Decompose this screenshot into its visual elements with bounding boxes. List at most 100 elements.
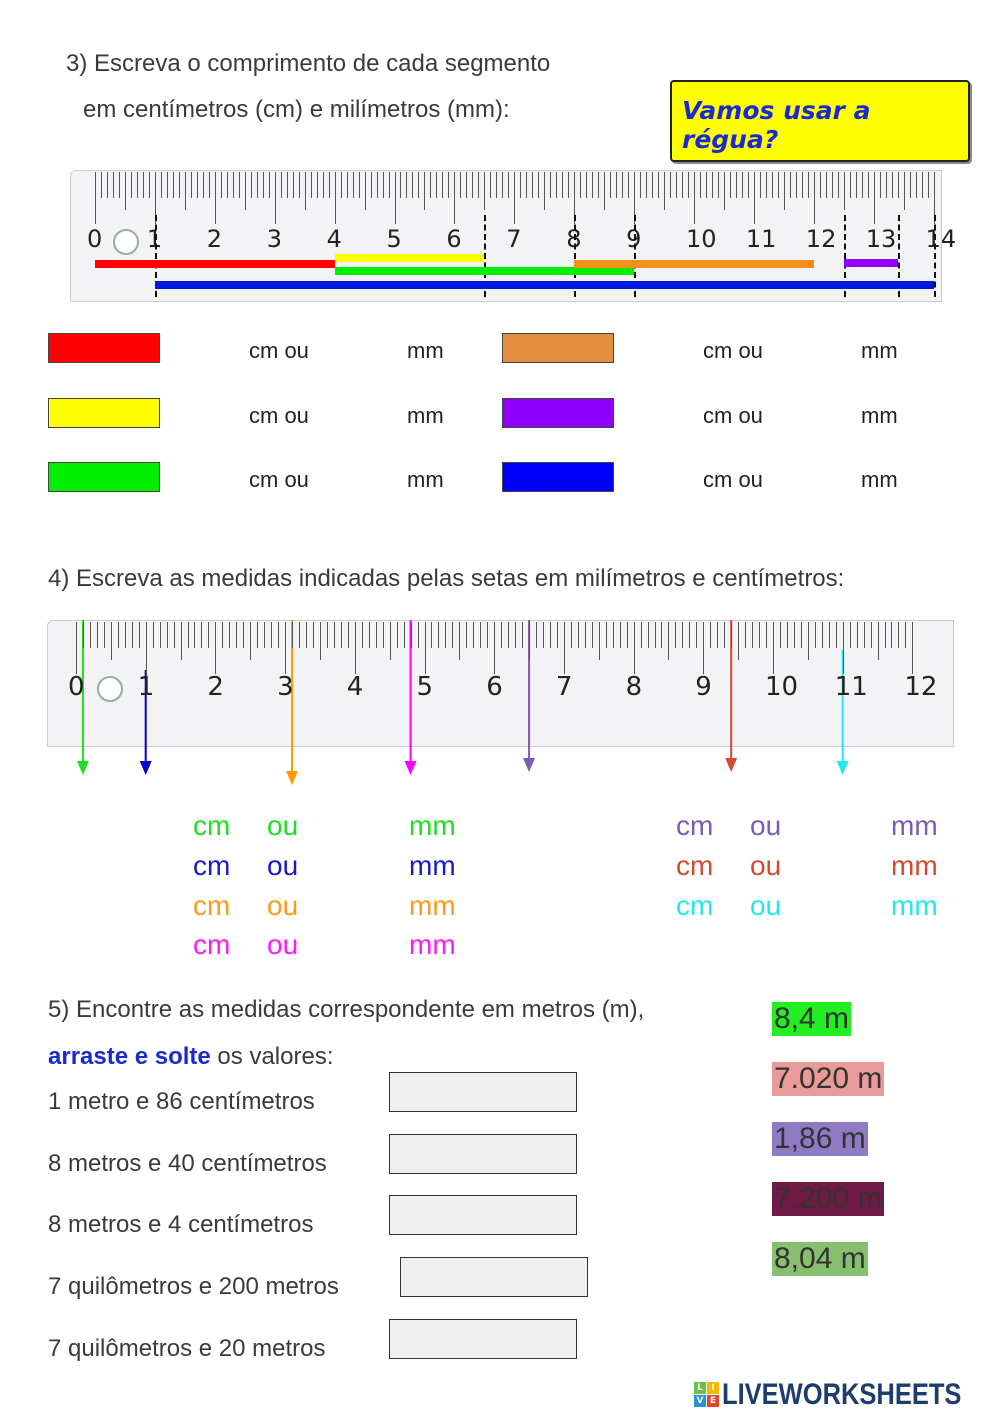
ruler2-label: 1 (137, 672, 155, 702)
ruler2-tick (912, 622, 914, 674)
segment-bar (154, 281, 934, 289)
ruler1-tick (711, 172, 713, 198)
ruler2-label: 0 (68, 672, 85, 702)
ruler2-tick (271, 622, 273, 648)
ruler1-tick (202, 172, 204, 198)
ruler2-tick (891, 622, 893, 648)
ruler2-tick (752, 622, 754, 648)
ruler2-tick (821, 622, 823, 648)
ruler1-tick (466, 172, 468, 198)
ruler2-tick (215, 622, 217, 674)
ruler2-label: 7 (555, 672, 573, 702)
ruler2-tick (340, 622, 342, 648)
ruler2-tick (145, 622, 147, 674)
mm-label: mm (891, 890, 938, 921)
q5-subtitle: arraste e solte os valores: (48, 1043, 333, 1071)
ruler2-label: 4 (346, 672, 364, 702)
ruler2-tick (682, 622, 684, 648)
ruler1-tick (406, 172, 408, 198)
ruler2-tick (542, 622, 544, 648)
ruler2-tick (452, 622, 454, 648)
ruler2-tick (605, 622, 607, 648)
ruler2-tick (522, 622, 524, 648)
arrow-marker (139, 670, 152, 775)
ruler1-tick (508, 172, 510, 198)
ruler1-tick (532, 172, 534, 198)
ruler1-tick (472, 172, 474, 198)
drop-target-box[interactable] (389, 1195, 577, 1235)
ruler1-tick (538, 172, 540, 198)
ruler1-tick (550, 172, 552, 198)
ruler2-tick (807, 622, 809, 660)
dashed-mark (634, 215, 637, 297)
ruler2-tick (619, 622, 621, 648)
cm-label: cm (676, 810, 714, 841)
ruler1-hole (112, 229, 139, 255)
ruler2-tick (375, 622, 377, 648)
mm-label: mm (891, 810, 938, 841)
draggable-value-tag[interactable]: 1,86 m (772, 1122, 868, 1156)
ruler1-label: 11 (745, 225, 777, 253)
ruler1-tick (909, 172, 911, 198)
ruler2-tick (779, 622, 781, 648)
ruler1-tick (250, 172, 252, 198)
ruler1-tick (190, 172, 192, 198)
ruler1-tick (424, 172, 426, 210)
ruler1-tick (747, 172, 749, 198)
ruler1-tick (238, 172, 240, 198)
drop-target-box[interactable] (389, 1319, 577, 1359)
ruler1-label: 4 (326, 225, 342, 253)
ruler2-tick (842, 622, 844, 674)
ruler1-tick (460, 172, 462, 198)
ruler2-tick (515, 622, 517, 648)
ruler2-tick (285, 622, 287, 674)
ruler2-tick (473, 622, 475, 648)
ruler2-tick (661, 622, 663, 648)
ruler2-tick (166, 622, 168, 648)
dashed-mark (897, 215, 900, 297)
ruler1-tick (382, 172, 384, 198)
drop-target-box[interactable] (389, 1134, 577, 1174)
ruler1-tick (741, 172, 743, 198)
logo-text: LIVEWORKSHEETS (722, 1378, 962, 1411)
ruler1-tick (256, 172, 258, 198)
ruler1-tick (430, 172, 432, 198)
ruler2-tick (194, 622, 196, 648)
draggable-value-tag[interactable]: 8,04 m (772, 1242, 868, 1276)
cm-label: cm ou (703, 467, 763, 492)
ou-label: ou (750, 810, 782, 841)
ruler1-tick (100, 172, 102, 198)
ruler1-tick (388, 172, 390, 198)
drop-target-box[interactable] (389, 1072, 577, 1112)
ruler1-tick (604, 172, 606, 210)
drop-target-box[interactable] (400, 1257, 588, 1297)
segment-bar (334, 254, 485, 262)
ruler1-tick (352, 172, 354, 198)
ruler2-tick (717, 622, 719, 648)
ruler2-tick (905, 622, 907, 648)
ruler1-tick (580, 172, 582, 198)
ruler2-tick (828, 622, 830, 648)
ruler2-tick (180, 622, 182, 660)
mm-label: mm (407, 467, 444, 492)
draggable-value-tag[interactable]: 7.200 m (772, 1182, 885, 1216)
ruler1-tick (777, 172, 779, 198)
ruler2-tick (724, 622, 726, 648)
draggable-value-tag[interactable]: 8,4 m (772, 1002, 852, 1036)
ruler1-label: 8 (566, 225, 582, 253)
ruler1-tick (310, 172, 312, 198)
ruler2-tick (410, 622, 412, 648)
ruler1-label: 7 (506, 225, 522, 253)
mm-label: mm (407, 403, 444, 428)
cm-label: cm ou (249, 403, 309, 428)
ruler1-tick (95, 172, 96, 224)
ruler1-tick (813, 172, 815, 224)
dashed-mark (574, 215, 577, 297)
ruler2-tick (696, 622, 698, 648)
ruler1-tick (705, 172, 707, 198)
ruler2-tick (786, 622, 788, 648)
draggable-value-tag[interactable]: 7.020 m (772, 1062, 885, 1096)
cm-label: cm (193, 890, 231, 921)
ruler1-tick (915, 172, 917, 198)
